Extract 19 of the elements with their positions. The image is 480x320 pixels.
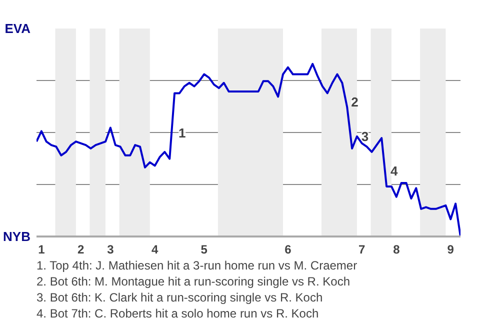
annotation: 4: [390, 163, 399, 178]
annotation: 3: [361, 128, 369, 144]
x-tick-label: 7: [358, 242, 366, 256]
x-tick-label: 2: [78, 242, 85, 256]
x-tick-label: 5: [200, 242, 208, 256]
text: NYB: [3, 229, 31, 244]
text: 2. Bot 6th: M. Montague hit a run-scoring single vs R. Koch: [36, 274, 350, 288]
text: 4. Bot 7th: C. Roberts hit a solo home run vs R. Koch: [36, 306, 319, 320]
x-tick-label: 9: [447, 242, 454, 256]
x-tick-label: 3: [107, 242, 114, 256]
text: EVA: [4, 21, 32, 36]
text: 3. Bot 6th: K. Clark hit a run-scoring single vs R. Koch: [36, 290, 323, 304]
annotation: 2: [351, 94, 358, 110]
x-tick-label: 8: [393, 242, 400, 256]
text: 1. Top 4th: J. Mathiesen hit a 3-run home run vs M. Craemer: [36, 258, 358, 272]
x-tick-label: 1: [38, 242, 46, 256]
x-tick-label: 6: [284, 242, 292, 256]
x-tick-label: 4: [151, 242, 158, 256]
annotation: 1: [178, 125, 186, 140]
